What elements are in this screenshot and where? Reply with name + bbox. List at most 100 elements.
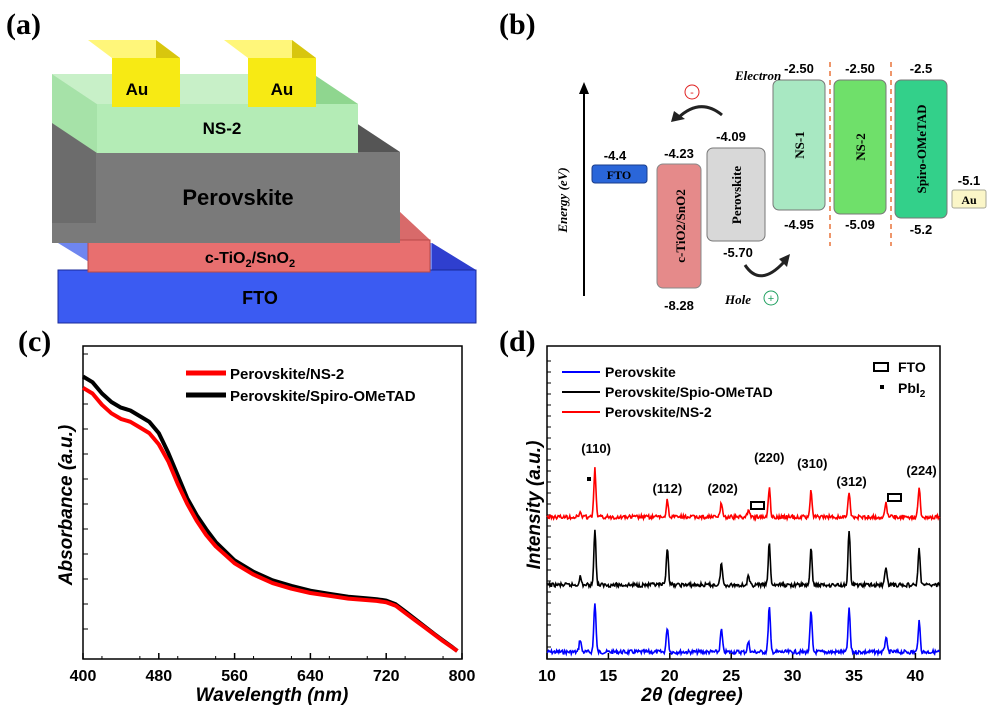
spiro-lumo: -2.5: [910, 61, 932, 76]
peak-label: (224): [906, 463, 936, 478]
plot-c-lines: [81, 374, 459, 653]
perovskite-front: [52, 152, 400, 243]
plot-d-xtick-label: 10: [538, 668, 556, 685]
hole-arrowhead: [779, 254, 790, 267]
legend-pbi2-marker: [880, 385, 884, 389]
au2-label: Au: [271, 80, 294, 99]
fto-front: [57, 269, 477, 324]
ns2-homo: -5.09: [845, 217, 875, 232]
series-line-perovskite-spio-ometad: [546, 529, 941, 590]
perovskite-band: [706, 147, 766, 242]
ns1-band-label: NS-1: [792, 131, 807, 158]
tio2-lumo: -4.23: [664, 146, 694, 161]
ns2-band-label: NS-2: [853, 133, 868, 160]
plot-c-xtick-label: 640: [297, 668, 324, 685]
ns2-front: [97, 104, 358, 153]
ns2-band: [833, 79, 887, 215]
legend-d-spiro-label: Perovskite/Spio-OMeTAD: [605, 384, 773, 400]
panel-b-label: (b): [499, 8, 536, 41]
plot-d-xtick-label: 20: [661, 668, 679, 685]
panel-b: (b) Energy (eV) FTO -4.4 c-TiO2/SnO2 -4.…: [499, 8, 987, 313]
perovskite-homo: -5.70: [723, 245, 753, 260]
fto-marker-1: [750, 501, 765, 510]
legend-fto-marker: [873, 362, 889, 372]
plot-c-ticks: 400 480 560 640 720 800: [70, 353, 476, 685]
au2-front: [248, 58, 316, 107]
fto-label: FTO: [242, 288, 278, 308]
legend-d-ns2-label: Perovskite/NS-2: [605, 404, 712, 420]
perovskite-label: Perovskite: [182, 185, 293, 210]
plot-c-xtick-label: 800: [449, 668, 476, 685]
spiro-band: [894, 79, 948, 219]
panel-d-label: (d): [499, 325, 536, 358]
legend-c-ns2-label: Perovskite/NS-2: [230, 366, 344, 383]
plot-d-frame: [546, 345, 941, 660]
legend-d-perov-label: Perovskite: [605, 364, 676, 380]
panel-c: (c) 400 480 560 640 720 800 Wavelength (nm) A…: [18, 325, 475, 706]
electron-symbol: [684, 84, 700, 100]
perovskite-lumo: -4.09: [716, 129, 746, 144]
ns1-homo: -4.95: [784, 217, 814, 232]
energy-axis-label: Energy (eV): [555, 167, 570, 233]
electron-sign: -: [690, 87, 694, 99]
ns2-lumo: -2.50: [845, 61, 875, 76]
series-line-perovskite-ns-2: [546, 467, 941, 522]
plot-d-ticks: 10 15 20 25 30 35 40: [538, 360, 925, 685]
panel-a-label: (a): [6, 8, 41, 41]
plot-d-xtick-label: 40: [907, 668, 925, 685]
pbi2-marker: [587, 477, 591, 481]
hole-label: Hole: [724, 292, 751, 307]
plot-c-xtick-label: 400: [70, 668, 97, 685]
au-lumo: -5.1: [958, 173, 980, 188]
series-line-perovskite: [546, 603, 941, 657]
hole-symbol: [763, 290, 779, 306]
plot-c-frame: [82, 345, 463, 660]
peak-label: (110): [581, 441, 611, 456]
panel-a: (a) FTO c-TiO2/SnO2 Perovskite NS-2 Au A…: [6, 8, 477, 324]
plot-d-xtick-label: 15: [600, 668, 618, 685]
electron-arrow: [676, 105, 723, 120]
panel-c-label: (c): [18, 325, 51, 358]
spiro-band-label: Spiro-OMeTAD: [914, 104, 929, 193]
electron-label: Electron: [734, 68, 781, 83]
peak-label: (312): [836, 474, 866, 489]
fto-band: [591, 164, 648, 184]
energy-axis-arrow: [579, 82, 589, 94]
tio2-homo: -8.28: [664, 298, 694, 313]
plot-c-xtick-label: 480: [145, 668, 172, 685]
peak-label: (202): [707, 481, 737, 496]
electron-arrowhead: [671, 111, 685, 122]
legend-c-spiro-label: Perovskite/Spiro-OMeTAD: [230, 388, 416, 405]
plot-c-xlabel: Wavelength (nm): [196, 685, 349, 706]
au-band-label: Au: [961, 193, 977, 207]
plot-d-lines: [546, 467, 941, 657]
tio2-label: c-TiO2/SnO2: [205, 250, 295, 270]
plot-d-peak-labels: (110) (112) (202) (220) (310) (312) (224): [581, 441, 936, 496]
au-band: [951, 189, 987, 209]
au1-label: Au: [126, 80, 149, 99]
peak-label: (220): [754, 450, 784, 465]
plot-c-ylabel: Absorbance (a.u.): [56, 425, 77, 586]
ns1-lumo: -2.50: [784, 61, 814, 76]
peak-label: (310): [797, 456, 827, 471]
plot-d-xtick-label: 35: [845, 668, 863, 685]
tio2-band: [656, 163, 702, 289]
au1-front: [112, 58, 180, 107]
legend-pbi2-label: PbI2: [898, 380, 926, 400]
ns2-left: [52, 74, 97, 153]
series-line-perovskite-ns-2: [81, 386, 459, 653]
plot-c-xtick-label: 720: [373, 668, 400, 685]
plot-c-xtick-label: 560: [221, 668, 248, 685]
fto-lumo: -4.4: [604, 148, 627, 163]
plot-d-ylabel: Intensity (a.u.): [524, 441, 545, 570]
panel-d: (d) 10 15 20 25 30 35 40 (110)(112) (202)(220)(…: [499, 325, 941, 706]
hole-sign: +: [768, 293, 774, 305]
fto-marker-2: [887, 493, 902, 502]
hole-arrow: [743, 260, 786, 278]
peak-label: (112): [653, 481, 683, 496]
plot-d-xlabel: 2θ (degree): [640, 685, 742, 706]
plot-d-xtick-label: 25: [722, 668, 740, 685]
ns2-label: NS-2: [203, 119, 242, 138]
fto-band-label: FTO: [607, 168, 631, 182]
